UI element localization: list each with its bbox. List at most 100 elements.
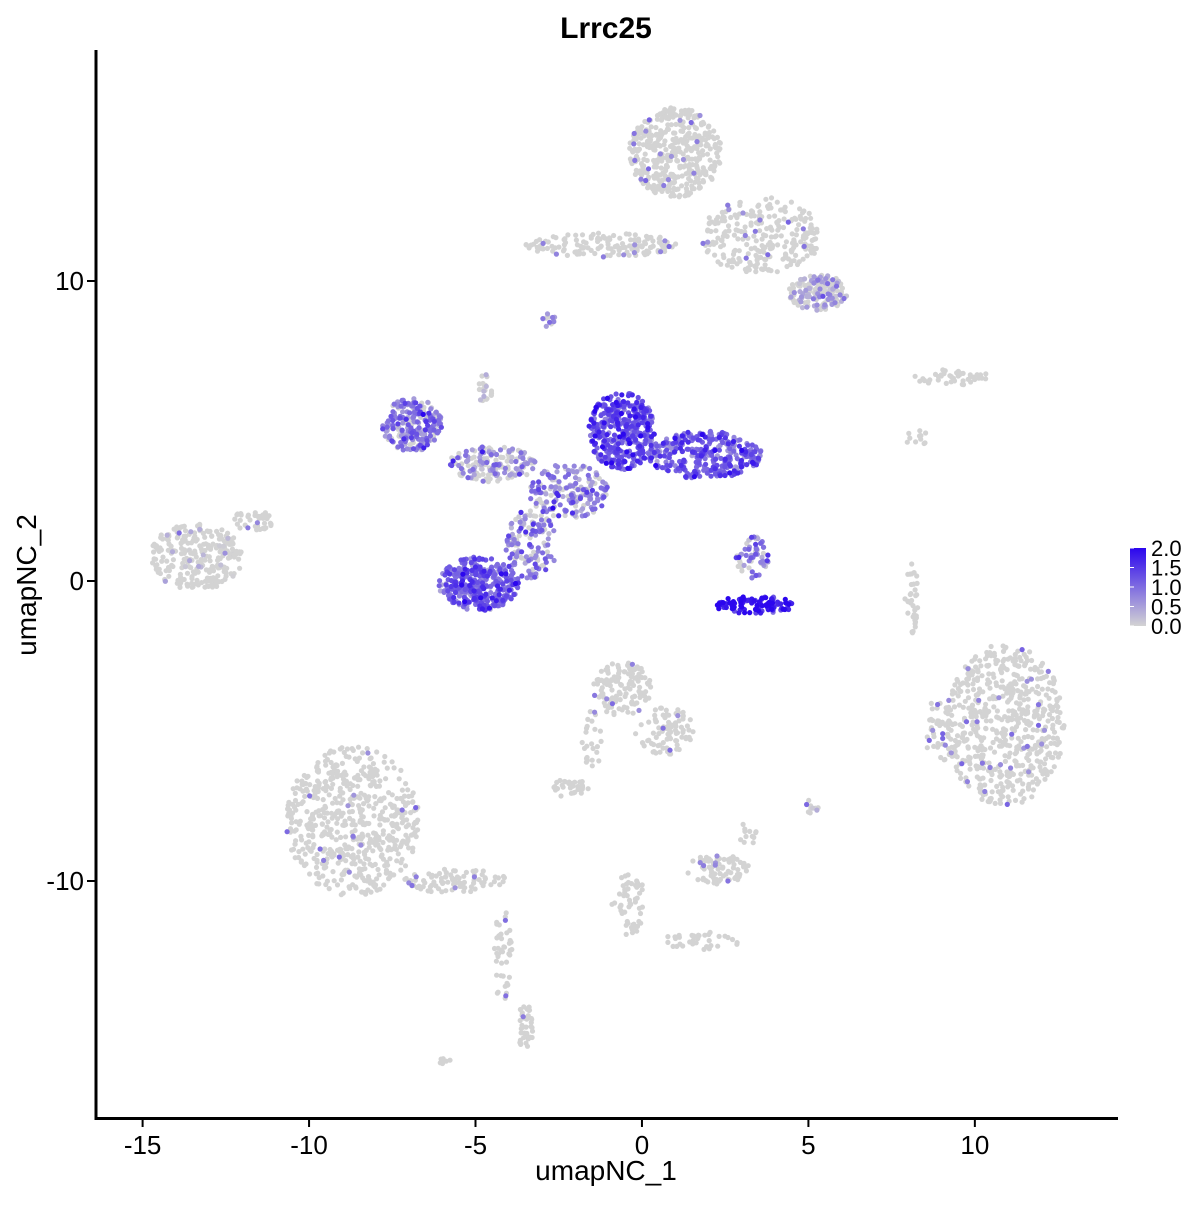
cell-point bbox=[483, 372, 489, 378]
cell-point bbox=[644, 157, 650, 164]
cell-point bbox=[1043, 692, 1049, 698]
cell-point bbox=[686, 130, 692, 136]
cell-point bbox=[290, 786, 296, 792]
cell-point bbox=[698, 142, 704, 148]
cell-point bbox=[1035, 676, 1041, 682]
cell-point bbox=[943, 705, 949, 711]
cell-point bbox=[811, 274, 817, 280]
cell-point bbox=[485, 472, 492, 478]
cell-point bbox=[694, 139, 700, 145]
cell-point bbox=[455, 455, 461, 461]
cell-point bbox=[696, 460, 702, 466]
cell-point bbox=[524, 461, 531, 467]
cell-point bbox=[410, 790, 416, 796]
cell-point bbox=[539, 563, 545, 569]
cell-point bbox=[334, 820, 340, 826]
cell-point bbox=[463, 869, 469, 876]
cell-point bbox=[328, 759, 334, 766]
cell-point bbox=[725, 878, 731, 884]
cell-point bbox=[958, 688, 964, 695]
cell-point bbox=[803, 287, 809, 293]
cell-point bbox=[982, 782, 988, 788]
cell-point bbox=[387, 433, 393, 439]
cell-point bbox=[759, 236, 765, 242]
cell-point bbox=[734, 856, 740, 862]
cell-point bbox=[229, 546, 235, 552]
cell-point bbox=[629, 930, 636, 936]
cell-point bbox=[720, 865, 726, 871]
cell-point bbox=[609, 418, 616, 424]
cell-point bbox=[1034, 750, 1040, 756]
cell-point bbox=[341, 852, 347, 859]
cell-point bbox=[509, 542, 515, 548]
cell-point bbox=[736, 255, 742, 262]
cell-point bbox=[714, 853, 720, 859]
cell-point bbox=[537, 496, 543, 502]
cell-point bbox=[1009, 735, 1015, 741]
cell-point bbox=[661, 453, 667, 459]
cell-point bbox=[178, 524, 184, 530]
cell-point bbox=[337, 788, 343, 794]
cell-point bbox=[292, 790, 298, 797]
cell-point bbox=[326, 770, 332, 776]
cell-point bbox=[416, 425, 422, 431]
cell-point bbox=[480, 478, 486, 484]
cell-point bbox=[177, 581, 183, 587]
cell-point bbox=[685, 870, 691, 876]
cell-point bbox=[237, 525, 243, 531]
cell-point bbox=[508, 596, 514, 602]
cell-point bbox=[336, 854, 342, 860]
cell-point bbox=[675, 174, 681, 180]
cell-point bbox=[688, 119, 694, 126]
cell-point bbox=[1008, 765, 1014, 771]
cell-point bbox=[334, 800, 340, 806]
cell-point bbox=[463, 452, 469, 458]
cell-point bbox=[705, 247, 711, 254]
cell-point bbox=[810, 296, 817, 302]
cell-point bbox=[642, 693, 648, 699]
cell-point bbox=[368, 889, 374, 895]
cell-point bbox=[324, 824, 330, 830]
cell-point bbox=[341, 770, 347, 777]
cell-point bbox=[703, 856, 709, 863]
cell-point bbox=[308, 816, 314, 822]
cell-point bbox=[642, 151, 648, 157]
cell-point bbox=[421, 878, 427, 884]
cell-point bbox=[364, 798, 370, 804]
cell-point bbox=[794, 227, 800, 233]
cell-point bbox=[1006, 774, 1012, 780]
cell-point bbox=[1006, 708, 1012, 714]
cell-point bbox=[760, 266, 766, 273]
cell-point bbox=[922, 440, 928, 446]
cell-point bbox=[526, 525, 532, 531]
cell-point bbox=[742, 828, 748, 835]
cell-point bbox=[374, 749, 380, 755]
cell-point bbox=[562, 512, 568, 519]
cell-point bbox=[1047, 703, 1053, 709]
cell-point bbox=[705, 228, 711, 234]
cell-point bbox=[1052, 689, 1058, 695]
cell-point bbox=[749, 575, 755, 581]
cell-point bbox=[589, 718, 595, 724]
cell-point bbox=[1034, 781, 1040, 787]
cell-point bbox=[757, 217, 763, 223]
cell-point bbox=[341, 822, 347, 829]
cell-point bbox=[307, 782, 313, 788]
cell-point bbox=[398, 767, 404, 774]
cell-point bbox=[347, 786, 353, 793]
cell-point bbox=[634, 928, 640, 934]
cell-point bbox=[650, 730, 657, 736]
cell-point bbox=[765, 252, 771, 258]
cell-point bbox=[367, 772, 373, 778]
cell-point bbox=[390, 409, 396, 415]
cell-point bbox=[389, 821, 395, 827]
cell-point bbox=[983, 718, 990, 724]
cell-point bbox=[523, 554, 530, 560]
cell-point bbox=[471, 454, 477, 460]
cell-point bbox=[977, 782, 983, 788]
cell-point bbox=[618, 682, 624, 688]
cell-point bbox=[729, 264, 735, 270]
cell-point bbox=[1026, 781, 1032, 788]
cell-point bbox=[974, 774, 980, 780]
cell-point bbox=[689, 135, 695, 141]
